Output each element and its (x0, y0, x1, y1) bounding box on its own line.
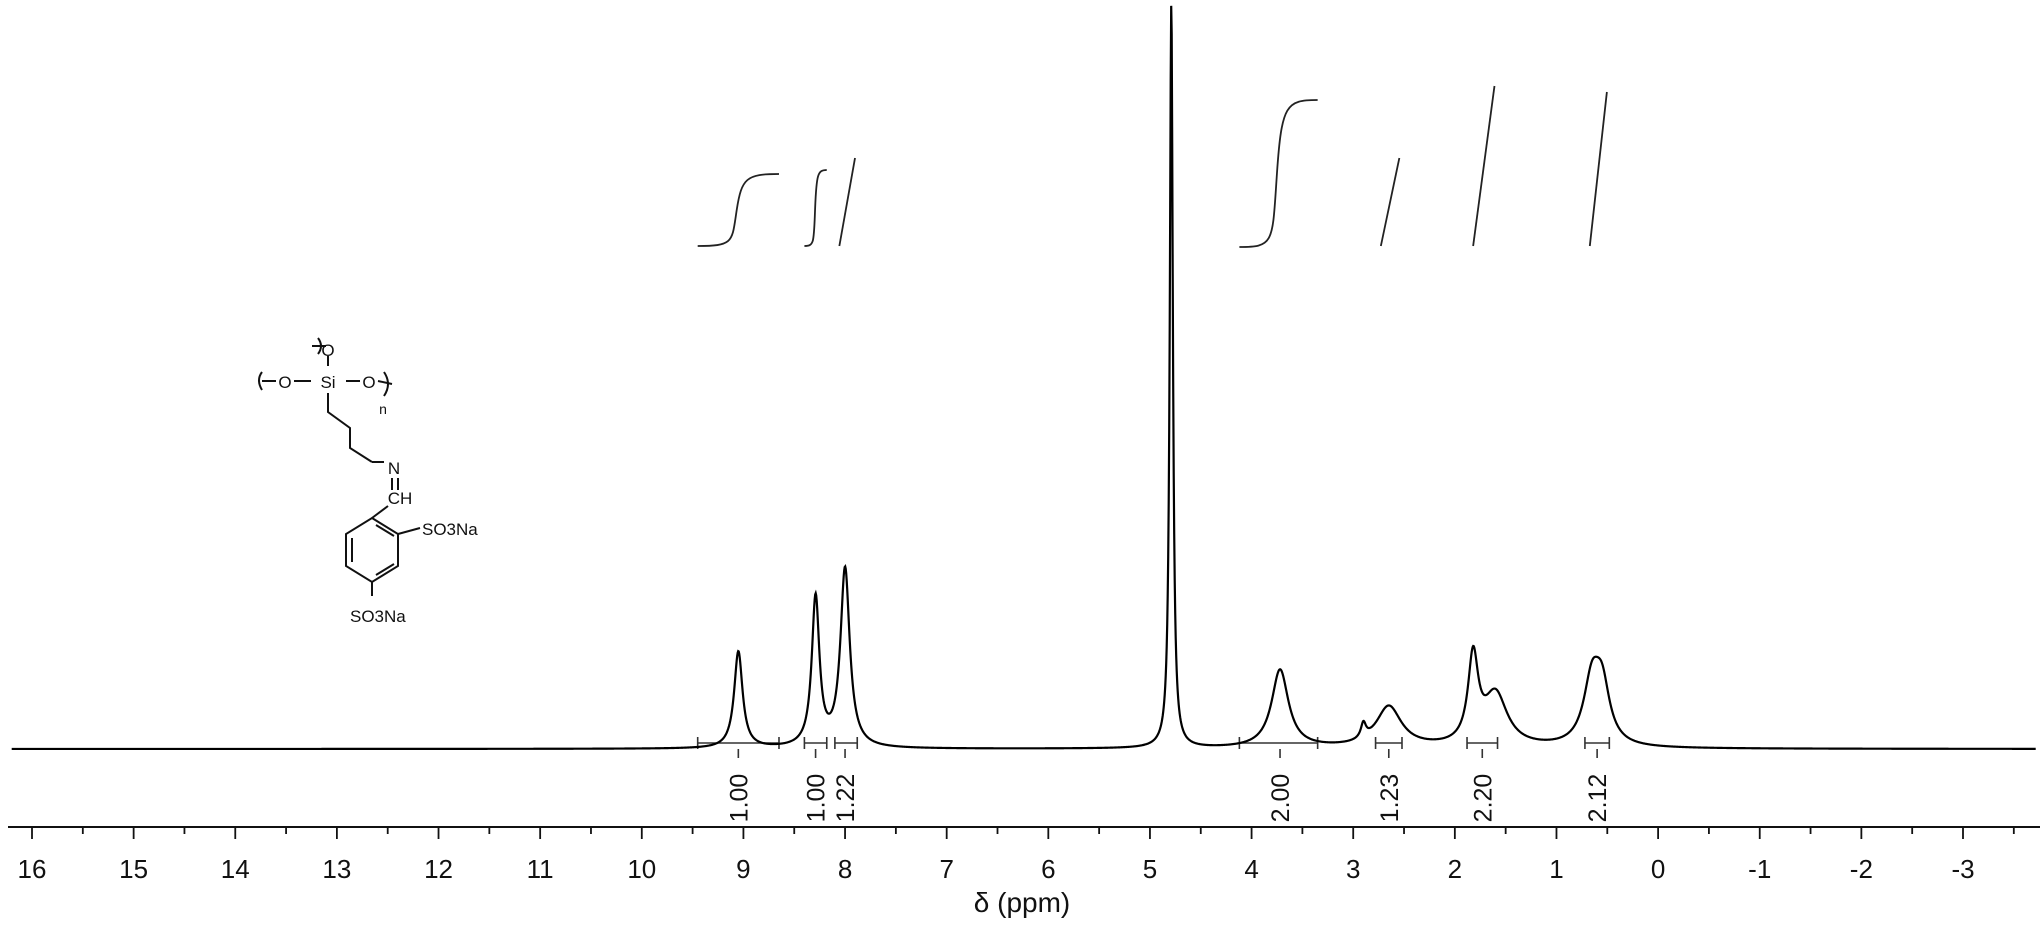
integral-curve (1379, 157, 1401, 247)
bond-ring-so3na1 (397, 527, 421, 535)
integral-value-label: 2.20 (1469, 774, 1497, 823)
integral-curve (1239, 99, 1318, 248)
integral-curve (1588, 91, 1608, 247)
integral-curve (697, 173, 779, 247)
integral-bar (1374, 737, 1403, 758)
imine-double-bond (391, 478, 399, 490)
x-tick-label: 8 (838, 854, 852, 884)
x-tick-label: 0 (1651, 854, 1665, 884)
benzene-inner-bonds (351, 524, 395, 576)
x-tick-label: -1 (1748, 854, 1771, 884)
x-tick-label: 9 (736, 854, 750, 884)
integral-bar (1584, 737, 1611, 758)
group-so3na-1: SO3Na (422, 520, 478, 539)
integral-value-label: 1.22 (832, 774, 860, 823)
integral-value-label: 1.23 (1376, 774, 1404, 823)
integral-value-label: 1.00 (803, 774, 831, 823)
benzene-ring (345, 516, 399, 584)
x-tick-label: 14 (221, 854, 250, 884)
atom-o-top: O (321, 341, 334, 360)
propyl-chain (327, 393, 373, 463)
integral-curve (804, 169, 827, 247)
integral-bar (1466, 737, 1499, 758)
atom-n-imine: N (388, 459, 400, 478)
integral-curve (838, 157, 856, 247)
x-tick-label: 6 (1041, 854, 1055, 884)
x-tick-label: 4 (1244, 854, 1258, 884)
x-tick-label: 2 (1448, 854, 1462, 884)
x-tick-label: 3 (1346, 854, 1360, 884)
atom-si: Si (320, 373, 335, 392)
x-tick-label: -3 (1951, 854, 1974, 884)
x-tick-label: -2 (1850, 854, 1873, 884)
x-tick-label: 11 (527, 854, 554, 884)
chemical-structure-labels: O O Si O n N CH SO3Na SO3Na (278, 341, 478, 626)
x-tick-label: 10 (627, 854, 656, 884)
integral-value-label: 2.00 (1267, 774, 1295, 823)
bracket-right (383, 371, 389, 397)
atom-o-left: O (278, 373, 291, 392)
integral-bar (696, 737, 780, 758)
integral-bar (803, 737, 828, 758)
x-tick-label: 15 (119, 854, 148, 884)
x-tick-label: 12 (424, 854, 453, 884)
atom-o-right: O (362, 373, 375, 392)
spectrum-line (11, 5, 2036, 751)
x-tick-label: 5 (1143, 854, 1157, 884)
x-tick-label: 13 (322, 854, 351, 884)
integral-curve (1472, 85, 1496, 247)
bond-ch-ring (371, 505, 389, 519)
x-axis-title: δ (ppm) (974, 887, 1070, 918)
integral-value-label: 2.12 (1584, 774, 1612, 823)
x-tick-label: 1 (1549, 854, 1563, 884)
group-ch: CH (388, 489, 413, 508)
x-axis-ticks: 16 15 14 13 12 11 10 9 8 7 6 5 4 3 2 1 0 -1 -2 -3 (18, 827, 2015, 884)
x-tick-label: 16 (18, 854, 47, 884)
group-so3na-2: SO3Na (350, 607, 406, 626)
x-tick-label: 7 (939, 854, 953, 884)
subscript-n: n (379, 401, 387, 417)
bracket-left (258, 371, 263, 391)
bond-oright-bracket (377, 380, 393, 385)
integral-curves (697, 85, 1608, 248)
integral-value-label: 1.00 (725, 774, 753, 823)
integral-bar (834, 737, 859, 758)
integral-labels: 1.00 1.00 1.22 2.00 1.23 2.20 2.12 (725, 774, 1612, 823)
chemical-structure (258, 337, 421, 596)
